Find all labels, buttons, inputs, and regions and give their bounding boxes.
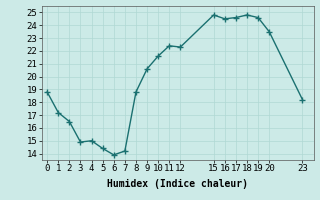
X-axis label: Humidex (Indice chaleur): Humidex (Indice chaleur) — [107, 179, 248, 189]
